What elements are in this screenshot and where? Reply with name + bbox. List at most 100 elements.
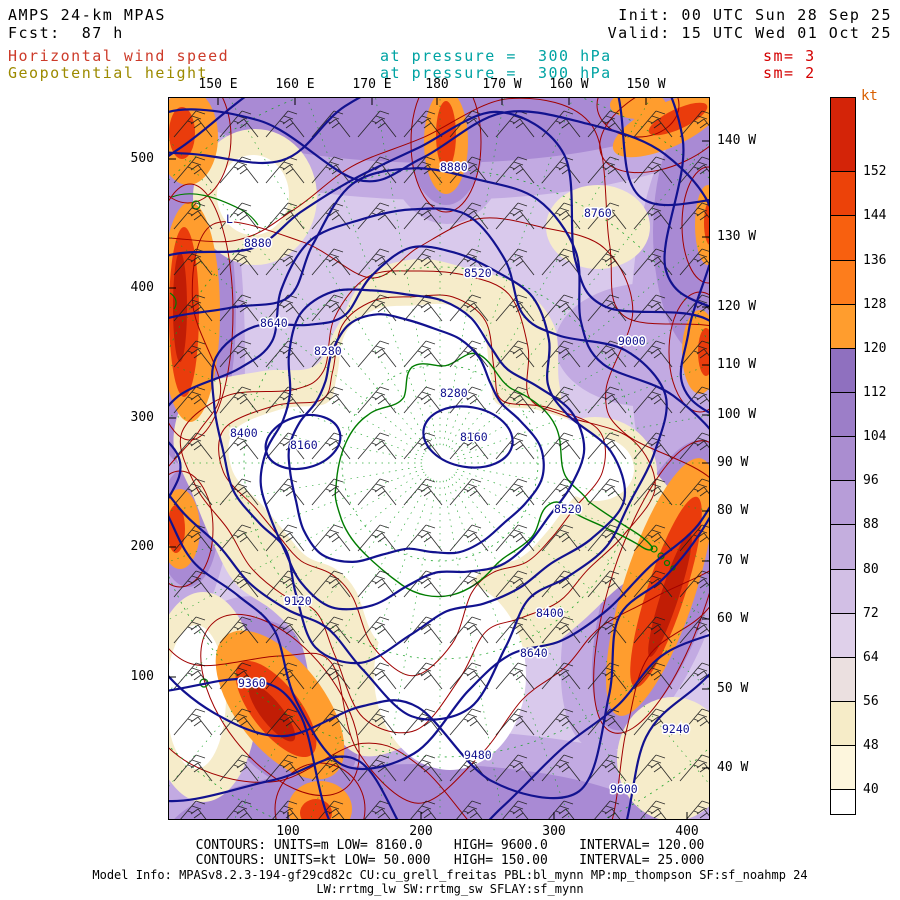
axis-label: 300 bbox=[542, 824, 566, 839]
axis-label: 80 W bbox=[717, 503, 749, 518]
colorbar-tick-label: 128 bbox=[863, 296, 887, 312]
height-contour-info: CONTOURS: UNITS=m LOW= 8160.0 HIGH= 9600… bbox=[195, 838, 705, 853]
map-field: 8160 8160 8280 8280 8400 8400 8520 8520 8640 8640… bbox=[168, 97, 710, 820]
axis-label: 300 bbox=[130, 410, 154, 425]
wind-speed-colorbar: 152 144 136 128 120 112 104 96 88 80 72 64 56 48 40 bbox=[830, 97, 886, 815]
contour-label: 8160 bbox=[460, 430, 488, 444]
model-info: Model Info: MPASv8.2.3-194-gf29cd82c CU:… bbox=[92, 868, 808, 882]
colorbar-segment: 88 bbox=[831, 481, 879, 532]
colorbar-segment: 48 bbox=[831, 702, 879, 753]
axis-label: 120 W bbox=[717, 299, 757, 314]
height-contour bbox=[168, 110, 710, 800]
axis-label: 50 W bbox=[717, 681, 749, 696]
colorbar-tick-label: 144 bbox=[863, 208, 887, 224]
field1-pressure: at pressure = 300 hPa bbox=[380, 47, 612, 65]
colorbar-segment: 152 bbox=[831, 98, 886, 179]
contour-label: 8520 bbox=[464, 266, 492, 280]
axis-label: 150 W bbox=[626, 77, 666, 92]
axis-label: 110 W bbox=[717, 357, 757, 372]
colorbar-segment: 40 bbox=[831, 746, 879, 797]
colorbar-tick-label: 56 bbox=[863, 694, 879, 710]
colorbar-tick-label: 80 bbox=[863, 561, 879, 577]
colorbar-segment: 104 bbox=[831, 393, 886, 444]
colorbar-tick-label: 152 bbox=[863, 164, 887, 180]
field2-title: Geopotential height bbox=[8, 64, 209, 82]
colorbar-tick-label: 40 bbox=[863, 782, 879, 798]
colorbar-tick-label: 120 bbox=[863, 340, 887, 356]
contour-label: L bbox=[226, 212, 233, 226]
axis-label: 170 E bbox=[352, 77, 392, 92]
contour-label: 9120 bbox=[284, 594, 312, 608]
wind-contour-info: CONTOURS: UNITS=kt LOW= 50.000 HIGH= 150… bbox=[195, 853, 705, 868]
axis-label: 180 bbox=[425, 77, 449, 92]
colorbar-segment: 56 bbox=[831, 657, 879, 709]
colorbar-tick-label: 88 bbox=[863, 517, 879, 533]
contour-label: 9360 bbox=[238, 676, 266, 690]
colorbar-segment bbox=[831, 790, 855, 815]
contour-label: 8760 bbox=[584, 206, 612, 220]
axis-label: 40 W bbox=[717, 760, 749, 775]
contour-label: 9480 bbox=[464, 748, 492, 762]
physics-info: LW:rrtmg_lw SW:rrtmg_sw SFLAY:sf_mynn bbox=[316, 882, 584, 896]
colorbar-tick-label: 112 bbox=[863, 385, 887, 401]
colorbar-segment: 128 bbox=[831, 260, 886, 312]
axis-label: 200 bbox=[409, 824, 433, 839]
contour-label: 8880 bbox=[244, 236, 272, 250]
map-canvas: 8160 8160 8280 8280 8400 8400 8520 8520 8640 8640… bbox=[168, 97, 710, 820]
colorbar-segment: 136 bbox=[831, 216, 886, 268]
colorbar-tick-label: 48 bbox=[863, 738, 879, 754]
axis-label: 130 W bbox=[717, 229, 757, 244]
axis-label: 100 bbox=[130, 669, 154, 684]
contour-label: 9000 bbox=[618, 334, 646, 348]
colorbar-segment: 96 bbox=[831, 437, 879, 488]
contour-label: 8400 bbox=[536, 606, 564, 620]
contour-label: 8880 bbox=[440, 160, 468, 174]
axis-label: 170 W bbox=[482, 77, 522, 92]
colorbar-tick-label: 136 bbox=[863, 252, 887, 268]
contour-label: 9240 bbox=[662, 722, 690, 736]
field2-smoothing: sm= 2 bbox=[763, 64, 816, 82]
valid-time: Valid: 15 UTC Wed 01 Oct 25 bbox=[607, 24, 892, 42]
contour-label: 8520 bbox=[554, 502, 582, 516]
colorbar-segment: 112 bbox=[831, 348, 886, 400]
map-frame bbox=[168, 97, 710, 820]
axis-label: 160 E bbox=[275, 77, 315, 92]
axis-label: 160 W bbox=[549, 77, 589, 92]
axis-label: 100 bbox=[276, 824, 300, 839]
colorbar-segment: 80 bbox=[831, 525, 879, 577]
axis-label: 60 W bbox=[717, 611, 749, 626]
contour-label: 9600 bbox=[610, 782, 638, 796]
height-contour bbox=[259, 288, 586, 611]
axis-label: 140 W bbox=[717, 133, 757, 148]
axis-label: 500 bbox=[130, 151, 154, 166]
colorbar-tick-label: 104 bbox=[863, 429, 887, 445]
model-title: AMPS 24-km MPAS bbox=[8, 6, 166, 24]
colorbar-tick-label: 64 bbox=[863, 649, 879, 665]
axis-label: 400 bbox=[675, 824, 699, 839]
axis-label: 400 bbox=[130, 280, 154, 295]
colorbar-tick-label: 96 bbox=[863, 473, 879, 489]
height-contour bbox=[168, 97, 710, 207]
contour-label: 8280 bbox=[440, 386, 468, 400]
contour-label: 8280 bbox=[314, 344, 342, 358]
colorbar-segment: 72 bbox=[831, 569, 879, 621]
init-time: Init: 00 UTC Sun 28 Sep 25 bbox=[618, 6, 892, 24]
colorbar-unit-label: kt bbox=[861, 88, 878, 104]
axis-label: 150 E bbox=[198, 77, 238, 92]
height-contour bbox=[168, 167, 710, 771]
axis-label: 70 W bbox=[717, 553, 749, 568]
height-contour bbox=[168, 207, 668, 721]
height-contour bbox=[211, 245, 627, 665]
field1-title: Horizontal wind speed bbox=[8, 47, 230, 65]
contour-label: 8400 bbox=[230, 426, 258, 440]
colorbar-segment: 120 bbox=[831, 304, 886, 356]
height-contour bbox=[168, 108, 710, 820]
contour-label: 8160 bbox=[290, 438, 318, 452]
colorbar-segment: 144 bbox=[831, 172, 886, 223]
forecast-hour: Fcst: 87 h bbox=[8, 24, 124, 42]
height-contour bbox=[287, 313, 545, 564]
axis-label: 100 W bbox=[717, 407, 757, 422]
colorbar-tick-label: 72 bbox=[863, 605, 879, 621]
axis-label: 90 W bbox=[717, 455, 749, 470]
